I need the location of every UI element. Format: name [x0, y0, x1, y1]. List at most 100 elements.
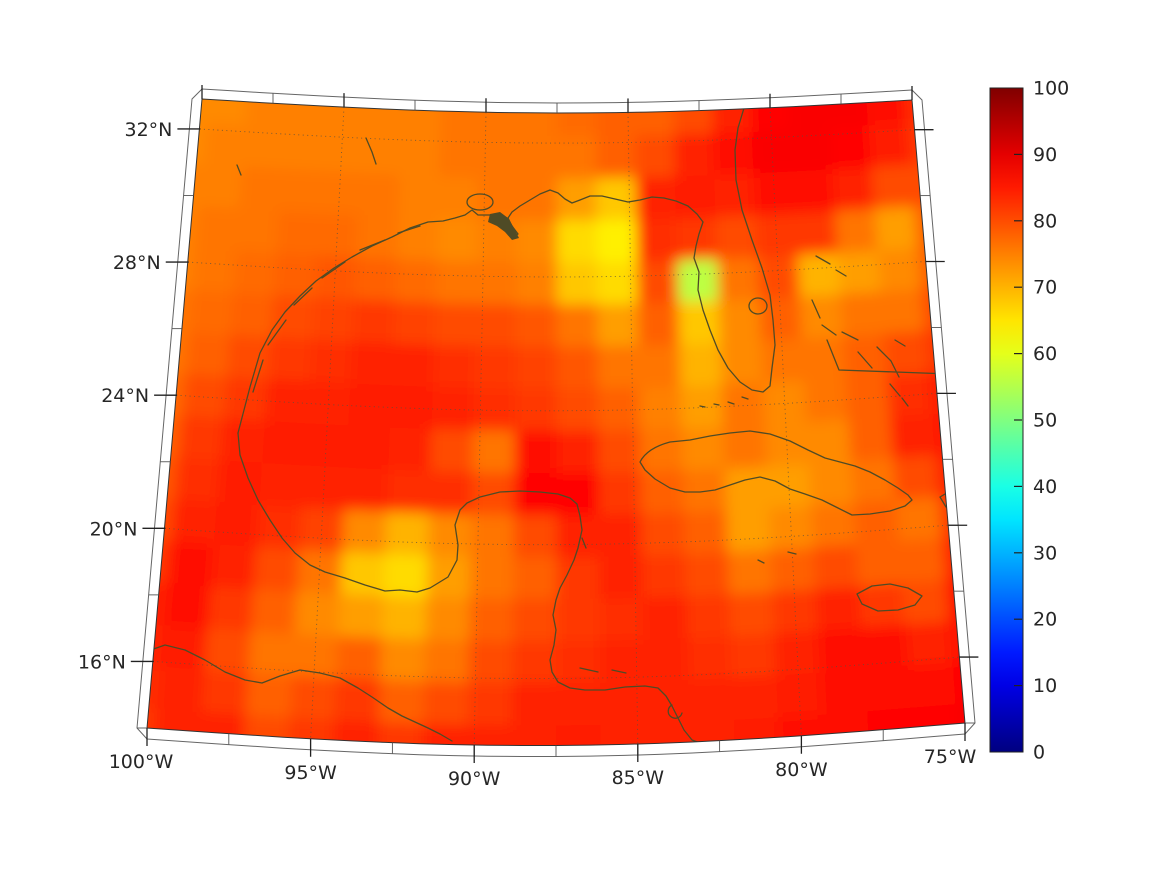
colorbar-tick-label: 50	[1033, 410, 1057, 432]
heat-cell	[239, 166, 285, 214]
heat-cell	[433, 302, 479, 349]
heat-cell	[636, 260, 682, 307]
colorbar-tick-label: 90	[1033, 144, 1057, 166]
heat-cell	[316, 213, 362, 260]
heat-cell	[401, 99, 445, 137]
heat-cell	[759, 296, 805, 344]
colorbar-tick-label: 30	[1033, 542, 1057, 564]
heat-cell	[599, 597, 647, 644]
heat-cell	[469, 556, 517, 602]
lon-tick-label: 95°W	[284, 762, 337, 784]
heat-cell	[808, 460, 857, 509]
heat-cell	[829, 125, 875, 172]
heat-cell	[596, 261, 641, 307]
heat-cell	[384, 511, 433, 558]
heat-cell	[637, 302, 683, 349]
heat-cell	[511, 725, 560, 746]
heat-cell	[871, 164, 918, 212]
heat-cell	[515, 346, 560, 392]
heat-cell	[478, 135, 521, 181]
heat-cell	[634, 99, 677, 138]
heat-cell	[422, 681, 472, 728]
heat-cell	[711, 99, 755, 136]
heat-cell	[898, 537, 949, 586]
heat-cell	[801, 335, 849, 383]
heat-cell	[598, 513, 646, 560]
heat-cell	[868, 123, 914, 170]
heat-cell	[147, 705, 160, 746]
heat-cell	[472, 430, 518, 476]
heat-cell	[474, 303, 520, 349]
heat-cell	[147, 412, 185, 461]
heat-cell	[256, 504, 305, 553]
heat-cell	[557, 99, 599, 139]
heat-cell	[181, 373, 230, 421]
heat-cell	[858, 582, 909, 631]
heat-cell	[673, 133, 718, 179]
heat-cell	[597, 345, 643, 391]
heat-cell	[399, 132, 444, 179]
heat-cell	[886, 371, 935, 419]
heat-cell	[514, 430, 560, 476]
heat-cell	[788, 99, 833, 133]
heat-cell	[421, 723, 471, 746]
heat-cell	[147, 580, 171, 628]
heat-cell	[163, 583, 214, 631]
heat-cell	[199, 164, 246, 212]
heat-cell	[679, 342, 725, 389]
heat-cell	[642, 554, 690, 601]
heat-cell	[726, 508, 774, 555]
heat-cell	[596, 219, 640, 265]
heat-cell	[772, 588, 822, 637]
heat-cell	[386, 469, 434, 516]
heat-cell	[340, 551, 389, 599]
heat-cell	[512, 599, 560, 644]
heat-cell	[296, 549, 346, 597]
heat-cell	[795, 210, 841, 258]
coastline-mexico-yucatan-honduras	[237, 432, 701, 744]
heat-cell	[396, 217, 441, 264]
heat-cell	[430, 429, 477, 475]
heat-cell	[865, 99, 911, 128]
heat-cell	[683, 510, 731, 557]
heat-cell	[755, 213, 801, 260]
heat-cell	[513, 472, 560, 518]
heat-cell	[331, 720, 382, 746]
heat-cell	[768, 505, 817, 553]
heat-cell	[864, 665, 915, 714]
heat-cell	[678, 300, 724, 347]
heat-cell	[431, 386, 478, 433]
heat-cell	[598, 429, 644, 476]
heat-cell	[764, 421, 812, 469]
heat-cell	[213, 502, 263, 550]
heat-cell	[597, 303, 642, 349]
heat-cell	[235, 208, 282, 256]
heat-cell	[242, 124, 288, 172]
heat-cell	[229, 292, 277, 340]
heat-cell	[346, 425, 393, 473]
heat-cell	[837, 250, 884, 297]
heat-cell	[333, 678, 384, 725]
coastline-jamaica	[856, 583, 923, 612]
axis-ticks	[130, 85, 979, 764]
heat-cell	[635, 176, 679, 222]
heat-cell	[749, 99, 794, 135]
heat-cell	[424, 639, 473, 686]
heat-cell	[597, 387, 643, 433]
lat-tick-label: 32°N	[124, 119, 172, 141]
heat-cell	[762, 380, 810, 427]
heat-cell	[262, 420, 310, 469]
heat-cell	[470, 514, 517, 560]
heat-cell	[688, 677, 737, 725]
heat-cell	[642, 596, 691, 643]
heat-cell	[766, 463, 815, 511]
lat-tick-label: 24°N	[101, 385, 149, 407]
meridian-95W	[310, 107, 345, 739]
heat-cell	[429, 471, 476, 517]
heat-cell	[474, 345, 519, 392]
heat-cell	[850, 457, 900, 506]
heat-cell	[294, 591, 344, 639]
heat-cell	[908, 662, 960, 711]
heat-cell	[350, 341, 397, 389]
